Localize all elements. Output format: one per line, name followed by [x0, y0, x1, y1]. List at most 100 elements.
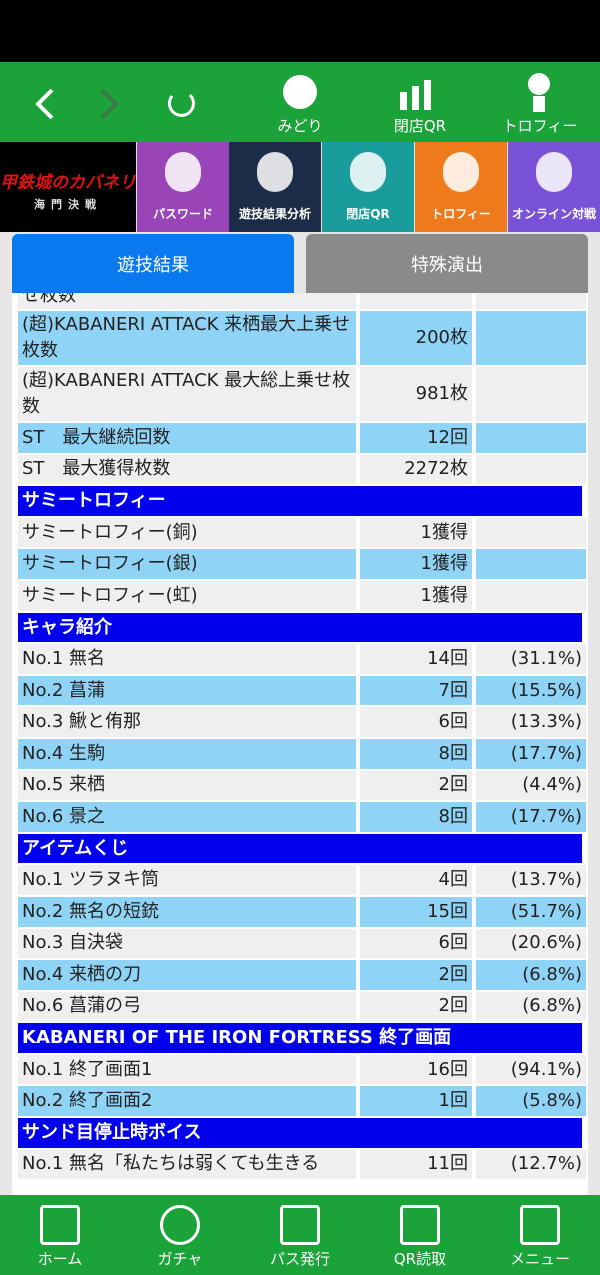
- bottom-nav-item[interactable]: ホーム: [0, 1195, 120, 1275]
- row-percent: (4.4%): [476, 770, 586, 801]
- row-percent: [476, 454, 586, 485]
- menu-row: 甲鉄城のカバネリ 海門決戦パスワード 遊技結果分析 閉店QR トロフィー オンライン対戦: [0, 142, 600, 232]
- row-count: 2回: [360, 960, 472, 990]
- qr-icon: [400, 92, 407, 110]
- row-label: サミートロフィー(虹): [18, 580, 356, 611]
- table-row: (超)KABANERI ATTACK 来栖最大上乗せ枚数 200枚: [12, 311, 588, 365]
- bottom-nav-item[interactable]: ガチャ: [120, 1195, 240, 1275]
- row-percent: (17.7%): [476, 738, 586, 769]
- menu-item[interactable]: オンライン対戦: [508, 142, 600, 232]
- row-percent: (6.8%): [476, 960, 586, 990]
- row-count: [360, 293, 472, 309]
- bottom-icon: [400, 1205, 440, 1245]
- row-label: No.1 無名「私たちは弱くても生きる: [18, 1149, 356, 1180]
- row-percent: [476, 517, 586, 548]
- row-label: No.2 終了画面2: [18, 1086, 356, 1117]
- row-percent: (15.5%): [476, 675, 586, 706]
- row-percent: [476, 580, 586, 611]
- table-row: (超)KABANERI ATTACK 最大総上乗せ枚数 981枚: [12, 367, 588, 421]
- row-percent: (31.1%): [476, 644, 586, 674]
- logo[interactable]: 甲鉄城のカバネリ 海門決戦: [0, 142, 136, 232]
- row-percent: (94.1%): [476, 1054, 586, 1085]
- back-icon[interactable]: [35, 88, 54, 120]
- qr-icon: [412, 86, 419, 110]
- section-header: KABANERI OF THE IRON FORTRESS 終了画面: [18, 1023, 582, 1053]
- row-label: No.5 来栖: [18, 770, 356, 801]
- table-row: No.1 無名「私たちは弱くても生きる 11回 (12.7%): [12, 1149, 588, 1180]
- row-count: 4回: [360, 865, 472, 895]
- nav-item[interactable]: みどり: [245, 62, 355, 142]
- row-count: 2回: [360, 991, 472, 1022]
- row-percent: [476, 423, 586, 453]
- row-count: 1獲得: [360, 580, 472, 611]
- table-row: No.4 来栖の刀 2回 (6.8%): [12, 960, 588, 990]
- row-count: 8回: [360, 802, 472, 832]
- menu-label: 閉店QR: [346, 207, 390, 221]
- row-label: No.1 ツラヌキ筒: [18, 865, 356, 895]
- table-row: No.6 菖蒲の弓 2回 (6.8%): [12, 991, 588, 1022]
- row-count: 8回: [360, 738, 472, 769]
- row-label: No.6 景之: [18, 802, 356, 832]
- row-label: (超)KABANERI ATTACK 来栖最大上乗せ枚数: [18, 311, 356, 365]
- bottom-nav-item[interactable]: パス発行: [240, 1195, 360, 1275]
- row-percent: [476, 549, 586, 579]
- menu-item[interactable]: トロフィー: [415, 142, 507, 232]
- section-header: サミートロフィー: [18, 486, 582, 516]
- menu-item[interactable]: 閉店QR: [322, 142, 414, 232]
- nav-icons: [35, 73, 550, 120]
- midori-icon: [283, 75, 317, 109]
- row-count: 7回: [360, 675, 472, 706]
- row-percent: (6.8%): [476, 991, 586, 1022]
- nav-label: みどり: [277, 117, 323, 135]
- menu-label: パスワード: [152, 207, 213, 221]
- row-count: 6回: [360, 928, 472, 959]
- nav-item[interactable]: トロフィー: [485, 62, 595, 142]
- row-percent: (12.7%): [476, 1149, 586, 1180]
- row-percent: (13.3%): [476, 707, 586, 737]
- table-row: サミートロフィー(虹) 1獲得: [12, 580, 588, 611]
- menu-icon: [165, 152, 201, 192]
- table-row: No.2 無名の短銃 15回 (51.7%): [12, 896, 588, 927]
- row-percent: (5.8%): [476, 1086, 586, 1117]
- row-count: 16回: [360, 1054, 472, 1085]
- bottom-nav-item[interactable]: メニュー: [480, 1195, 600, 1275]
- row-percent: [476, 311, 586, 365]
- row-percent: [476, 293, 586, 309]
- section-header: サンド目停止時ボイス: [18, 1118, 582, 1148]
- bottom-label: パス発行: [269, 1250, 330, 1268]
- menu-item[interactable]: 遊技結果分析: [229, 142, 321, 232]
- row-label: No.2 菖蒲: [18, 675, 356, 706]
- section-header: キャラ紹介: [18, 612, 582, 643]
- menu-icon: [443, 152, 479, 192]
- menu-label: トロフィー: [431, 207, 491, 221]
- menu-item[interactable]: パスワード: [137, 142, 229, 232]
- nav-label: 閉店QR: [393, 117, 447, 135]
- bottom-icon: [520, 1205, 560, 1245]
- forward-icon: [100, 88, 119, 120]
- table-row: No.3 鰍と侑那 6回 (13.3%): [12, 707, 588, 737]
- logo-title: 甲鉄城のカバネリ: [0, 173, 136, 193]
- tab-active[interactable]: 遊技結果: [12, 234, 294, 293]
- row-count: 2回: [360, 770, 472, 801]
- row-label: サミートロフィー(銅): [18, 517, 356, 548]
- result-table: せ枚数 (超)KABANERI ATTACK 来栖最大上乗せ枚数 200枚 (超)KA…: [12, 293, 588, 1195]
- refresh-icon[interactable]: [167, 93, 195, 117]
- row-label: サミートロフィー(銀): [18, 549, 356, 579]
- menu-icon: [257, 152, 293, 192]
- menu-label: 遊技結果分析: [238, 207, 311, 221]
- table-row: No.3 自決袋 6回 (20.6%): [12, 928, 588, 959]
- row-label: No.3 鰍と侑那: [18, 707, 356, 737]
- menu-label: オンライン対戦: [511, 207, 596, 221]
- tab[interactable]: 特殊演出: [306, 234, 588, 293]
- row-label: (超)KABANERI ATTACK 最大総上乗せ枚数: [18, 367, 356, 421]
- bottom-label: メニュー: [509, 1250, 570, 1268]
- row-count: 12回: [360, 423, 472, 453]
- row-label: ST 最大継続回数: [18, 423, 356, 453]
- table-row: No.1 ツラヌキ筒 4回 (13.7%): [12, 865, 588, 895]
- menu-icon: [350, 152, 386, 192]
- table-row: No.1 無名 14回 (31.1%): [12, 644, 588, 674]
- row-percent: [476, 367, 586, 421]
- bottom-nav-item[interactable]: QR読取: [360, 1195, 480, 1275]
- row-count: 981枚: [360, 367, 472, 421]
- nav-item[interactable]: 閉店QR: [365, 62, 475, 142]
